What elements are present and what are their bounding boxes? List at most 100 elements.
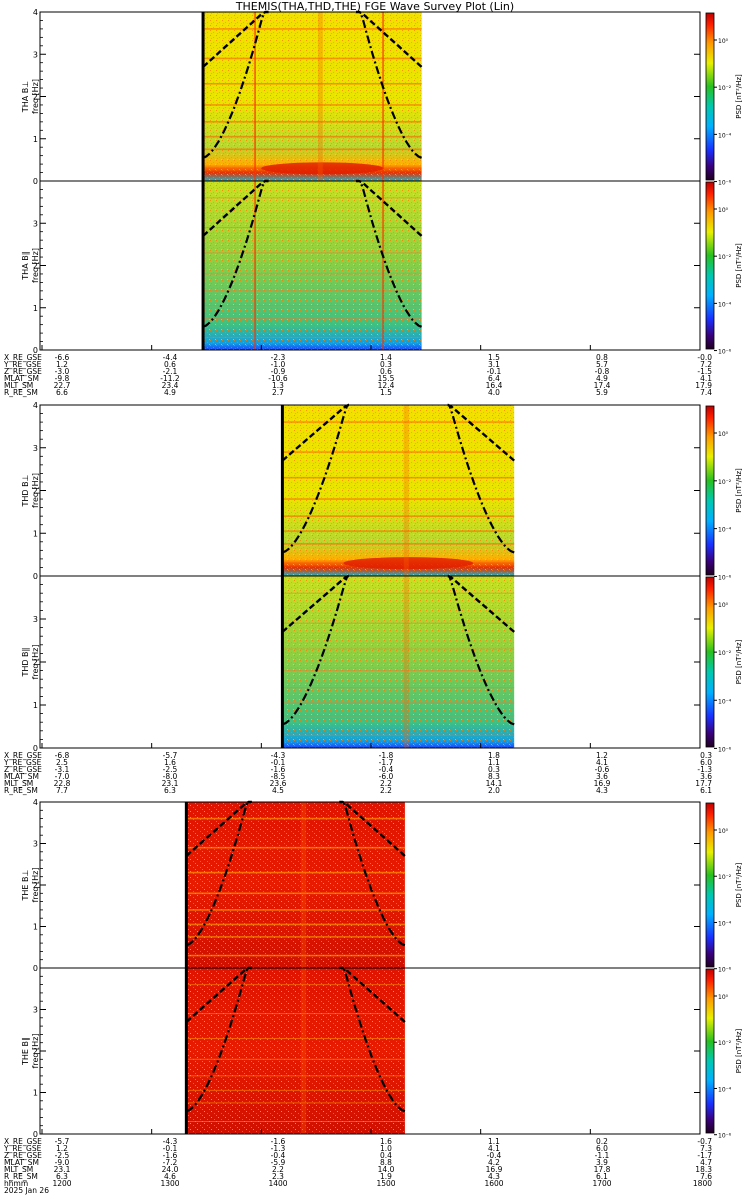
- colorbar: 10⁰ 10⁻² 10⁻⁴ 10⁻⁶ PSD [nT²/Hz]: [705, 12, 743, 187]
- ephemeris-value: 1.0: [380, 1144, 392, 1153]
- y-axis-label: freq [Hz]: [31, 248, 40, 283]
- ephemeris-value: -6.8: [55, 751, 70, 760]
- ephemeris-value: 8.3: [488, 772, 500, 781]
- ephemeris-value: 6.1: [596, 1172, 608, 1181]
- ephemeris-value: 0.3: [488, 765, 500, 774]
- spectrogram-noise: [282, 576, 515, 748]
- ephemeris-value: 6.3: [56, 1172, 68, 1181]
- y-tick-label: 1: [33, 1089, 38, 1098]
- colorbar-scale: [705, 405, 715, 576]
- ephemeris-value: 14.0: [378, 1165, 395, 1174]
- spectrogram-noise: [186, 802, 405, 968]
- colorbar-tick-label: 10⁻⁴: [718, 301, 732, 308]
- ephemeris-value: 1800: [693, 1179, 712, 1188]
- ephemeris-value: 6.6: [56, 388, 68, 397]
- colorbar-tick-label: 10⁻⁴: [718, 1086, 732, 1093]
- y-tick-label: 0: [33, 744, 38, 753]
- ephemeris-value: -6.6: [55, 353, 70, 362]
- boundary-curve: [281, 574, 352, 633]
- ephemeris-value: 0.6: [380, 367, 392, 376]
- colorbar-label: PSD [nT²/Hz]: [735, 862, 743, 907]
- ephemeris-value: 1.3: [272, 381, 284, 390]
- ephemeris-label: X_RE_GSE: [4, 1137, 42, 1146]
- ephemeris-value: 4.1: [488, 1144, 500, 1153]
- colorbar-label: PSD [nT²/Hz]: [735, 639, 743, 684]
- ephemeris-value: -1.6: [271, 1137, 286, 1146]
- y-tick-label: 4: [33, 8, 38, 17]
- ephemeris-value: -0.4: [271, 1151, 286, 1160]
- boundary-curve: [356, 179, 423, 237]
- y-axis-label: freq [Hz]: [31, 79, 40, 114]
- boundary-curve: [185, 800, 252, 857]
- y-axis-label: THD B∥: [21, 647, 30, 677]
- ephemeris-value: -4.3: [163, 1137, 178, 1146]
- colorbar-tick-label: 10⁰: [718, 828, 729, 835]
- boundary-curve: [281, 403, 352, 462]
- colorbar-tick-label: 10⁻⁶: [718, 349, 732, 356]
- ephemeris-value: 8.8: [380, 1158, 392, 1167]
- ephemeris-value: 6.0: [596, 1144, 608, 1153]
- ephemeris-value: 4.9: [596, 374, 608, 383]
- boundary-curve: [339, 800, 406, 857]
- ephemeris-value: 3.6: [700, 772, 712, 781]
- ephemeris-value: 16.9: [594, 779, 611, 788]
- boundary-curve: [444, 403, 515, 462]
- colorbar-tick-label: 10⁻⁶: [718, 1133, 732, 1140]
- spectrogram-noise: [282, 405, 515, 576]
- ephemeris-value: -1.7: [379, 758, 394, 767]
- y-axis-label: freq [Hz]: [31, 645, 40, 680]
- ephemeris-value: -2.3: [271, 353, 286, 362]
- colorbar-tick-label: 10⁻²: [718, 254, 732, 261]
- ephemeris-value: -1.3: [271, 1144, 286, 1153]
- ephemeris-table-thd: X_RE_GSEY_RE_GSEZ_RE_GSEMLAT_SMMLT_SMR_R…: [3, 751, 712, 795]
- colorbar-scale: [705, 802, 715, 968]
- colorbar-tick-label: 10⁰: [718, 38, 729, 45]
- colorbar-tick-label: 10⁻²: [718, 874, 732, 881]
- ephemeris-value: 1600: [484, 1179, 503, 1188]
- ephemeris-value: 7.3: [700, 1144, 712, 1153]
- boundary-curve: [444, 574, 515, 633]
- colorbar-tick-label: 10⁻⁴: [718, 132, 732, 139]
- ephemeris-value: -0.0: [697, 353, 712, 362]
- ephemeris-value: 4.1: [700, 374, 712, 383]
- ephemeris-value: 1700: [592, 1179, 611, 1188]
- ephemeris-label: Z_RE_GSE: [4, 1151, 42, 1160]
- ephemeris-value: -11.2: [160, 374, 180, 383]
- y-tick-label: 4: [33, 401, 38, 410]
- y-tick-label: 3: [33, 1006, 38, 1015]
- ephemeris-value: 1.6: [164, 758, 176, 767]
- spectrogram-panel-tha-perp: 0 1 2 3 4 THA B⊥ freq [Hz] 10⁰ 10⁻² 10⁻⁴ 10⁻⁶ PSD […: [21, 8, 743, 187]
- colorbar-tick-label: 10⁻⁴: [718, 920, 732, 927]
- colorbar: 10⁰ 10⁻² 10⁻⁴ 10⁻⁶ PSD [nT²/Hz]: [705, 576, 743, 753]
- ephemeris-value: 2.0: [488, 786, 500, 795]
- colorbar: 10⁰ 10⁻² 10⁻⁴ 10⁻⁶ PSD [nT²/Hz]: [705, 802, 743, 974]
- ephemeris-value: 4.5: [272, 786, 284, 795]
- ephemeris-label: Y_RE_GSE: [3, 758, 42, 767]
- cyclotron-curve: [359, 180, 423, 328]
- spectrogram-panel-the-perp: 0 1 2 3 4 THE B⊥ freq [Hz] 10⁰ 10⁻² 10⁻⁴ 10⁻⁶ PSD […: [21, 798, 743, 974]
- y-tick-label: 3: [33, 615, 38, 624]
- ephemeris-value: -0.4: [487, 1151, 502, 1160]
- ephemeris-value: -5.7: [55, 1137, 70, 1146]
- ephemeris-value: -5.7: [163, 751, 178, 760]
- colorbar-scale: [705, 968, 715, 1134]
- ephemeris-value: 6.0: [700, 758, 712, 767]
- ephemeris-value: 17.8: [594, 1165, 611, 1174]
- ephemeris-value: 0.8: [596, 353, 608, 362]
- ephemeris-value: -1.8: [379, 751, 394, 760]
- ephemeris-value: -1.6: [271, 765, 286, 774]
- ephemeris-value: 0.3: [380, 360, 392, 369]
- cyclotron-curve: [281, 575, 349, 726]
- ephemeris-value: 5.7: [596, 360, 608, 369]
- ephemeris-value: 4.9: [164, 388, 176, 397]
- cyclotron-curve: [448, 404, 515, 554]
- ephemeris-label: MLT_SM: [4, 779, 33, 788]
- ephemeris-value: 0.3: [700, 751, 712, 760]
- ephemeris-value: -1.0: [271, 360, 286, 369]
- ephemeris-value: -0.8: [595, 367, 610, 376]
- y-tick-label: 2: [33, 881, 38, 890]
- ephemeris-value: 23.4: [162, 381, 179, 390]
- ephemeris-value: 6.1: [700, 786, 712, 795]
- ephemeris-value: -7.0: [55, 772, 70, 781]
- ephemeris-value: -0.9: [271, 367, 286, 376]
